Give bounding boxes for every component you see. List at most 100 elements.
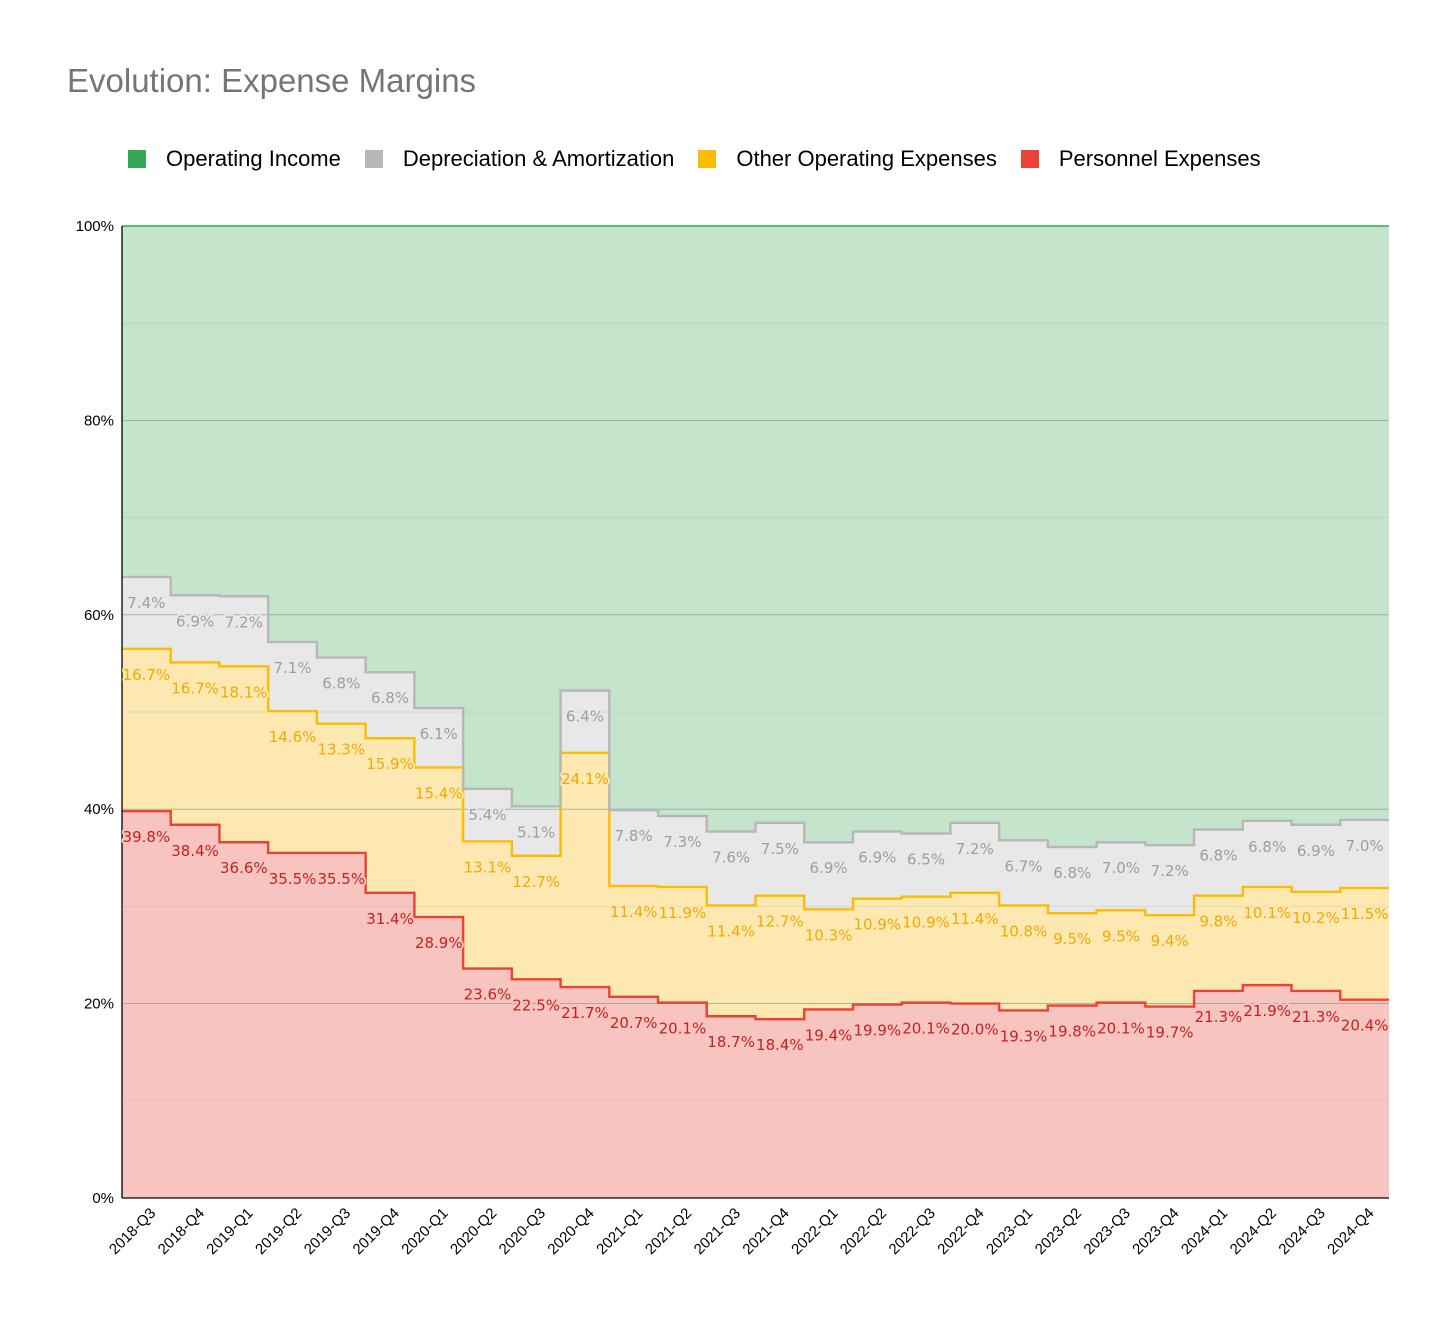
data-label-halo-personnel-expenses: 35.5% xyxy=(317,870,365,888)
data-label-other-operating-expenses: 13.1% xyxy=(464,858,512,876)
data-label-personnel-expenses: 18.4% xyxy=(756,1036,804,1054)
legend-swatch-depreciation xyxy=(364,150,383,168)
legend-item-personnel-expenses[interactable]: Personnel Expenses xyxy=(1020,146,1261,172)
data-label-halo-other-operating-expenses: 10.1% xyxy=(1243,904,1291,922)
data-label-halo-depreciation-amortization: 7.5% xyxy=(761,840,799,858)
data-label-personnel-expenses: 36.6% xyxy=(220,859,268,877)
data-label-halo-other-operating-expenses: 24.1% xyxy=(561,770,609,788)
data-label-halo-personnel-expenses: 20.1% xyxy=(1097,1020,1145,1038)
data-label-halo-personnel-expenses: 18.4% xyxy=(756,1036,804,1054)
data-label-halo-personnel-expenses: 22.5% xyxy=(512,996,560,1014)
data-label-halo-personnel-expenses: 39.8% xyxy=(123,828,171,846)
data-label-halo-depreciation-amortization: 6.9% xyxy=(858,849,896,867)
data-label-halo-personnel-expenses: 20.0% xyxy=(951,1021,999,1039)
data-label-depreciation-amortization: 5.4% xyxy=(468,806,506,824)
data-label-other-operating-expenses: 16.7% xyxy=(123,666,171,684)
legend-item-other-operating-expenses[interactable]: Other Operating Expenses xyxy=(698,146,997,172)
data-label-personnel-expenses: 20.1% xyxy=(1097,1020,1145,1038)
data-label-halo-other-operating-expenses: 11.4% xyxy=(610,903,658,921)
data-label-other-operating-expenses: 10.3% xyxy=(805,926,853,944)
data-label-halo-other-operating-expenses: 11.9% xyxy=(659,904,707,922)
data-label-other-operating-expenses: 15.9% xyxy=(366,755,414,773)
data-label-halo-other-operating-expenses: 13.3% xyxy=(317,741,365,759)
x-tick-label: 2023-Q3 xyxy=(1081,1205,1134,1258)
data-label-halo-depreciation-amortization: 7.0% xyxy=(1102,859,1140,877)
data-label-depreciation-amortization: 6.1% xyxy=(420,725,458,743)
data-label-depreciation-amortization: 7.6% xyxy=(712,849,750,867)
chart-title: Evolution: Expense Margins xyxy=(67,62,477,99)
legend-label-operating-income: Operating Income xyxy=(166,146,341,171)
data-label-halo-other-operating-expenses: 15.4% xyxy=(415,784,463,802)
data-label-halo-other-operating-expenses: 10.3% xyxy=(805,926,853,944)
data-label-halo-depreciation-amortization: 7.0% xyxy=(1346,837,1384,855)
data-label-halo-personnel-expenses: 20.1% xyxy=(659,1020,707,1038)
y-tick-label: 100% xyxy=(76,218,114,235)
data-label-halo-other-operating-expenses: 13.1% xyxy=(464,858,512,876)
data-label-halo-other-operating-expenses: 11.4% xyxy=(707,922,755,940)
data-label-personnel-expenses: 18.7% xyxy=(707,1033,755,1051)
legend-item-depreciation[interactable]: Depreciation & Amortization xyxy=(364,146,675,172)
data-label-halo-other-operating-expenses: 10.9% xyxy=(853,916,901,934)
data-label-depreciation-amortization: 7.4% xyxy=(127,594,165,612)
data-label-depreciation-amortization: 5.1% xyxy=(517,823,555,841)
y-tick-label: 60% xyxy=(84,607,114,624)
data-label-halo-depreciation-amortization: 6.8% xyxy=(1053,864,1091,882)
data-label-halo-personnel-expenses: 19.7% xyxy=(1146,1024,1194,1042)
data-label-halo-depreciation-amortization: 6.8% xyxy=(1248,838,1286,856)
data-label-personnel-expenses: 20.1% xyxy=(902,1020,950,1038)
data-label-halo-depreciation-amortization: 7.2% xyxy=(225,613,263,631)
data-label-halo-personnel-expenses: 36.6% xyxy=(220,859,268,877)
data-label-personnel-expenses: 21.3% xyxy=(1195,1008,1243,1026)
data-label-halo-personnel-expenses: 20.7% xyxy=(610,1014,658,1032)
y-tick-label: 80% xyxy=(84,412,114,429)
data-label-halo-depreciation-amortization: 7.8% xyxy=(615,827,653,845)
data-label-halo-personnel-expenses: 38.4% xyxy=(171,842,219,860)
data-label-halo-depreciation-amortization: 6.4% xyxy=(566,708,604,726)
data-label-depreciation-amortization: 6.8% xyxy=(1248,838,1286,856)
data-label-halo-depreciation-amortization: 7.6% xyxy=(712,849,750,867)
data-label-depreciation-amortization: 7.2% xyxy=(1151,862,1189,880)
legend-item-operating-income[interactable]: Operating Income xyxy=(128,146,341,172)
data-label-other-operating-expenses: 9.5% xyxy=(1102,927,1140,945)
x-tick-label: 2021-Q3 xyxy=(691,1205,744,1258)
data-label-personnel-expenses: 21.7% xyxy=(561,1004,609,1022)
x-tick-label: 2022-Q4 xyxy=(934,1205,987,1258)
area-operating-income xyxy=(122,226,1389,848)
data-label-halo-personnel-expenses: 19.8% xyxy=(1048,1023,1096,1041)
x-tick-label: 2024-Q3 xyxy=(1275,1205,1328,1258)
data-label-other-operating-expenses: 9.5% xyxy=(1053,930,1091,948)
data-label-halo-personnel-expenses: 19.9% xyxy=(853,1022,901,1040)
legend-swatch-other-operating-expenses xyxy=(698,150,717,168)
y-tick-label: 0% xyxy=(92,1190,114,1207)
data-label-depreciation-amortization: 7.1% xyxy=(274,659,312,677)
data-label-personnel-expenses: 19.8% xyxy=(1048,1023,1096,1041)
data-label-other-operating-expenses: 12.7% xyxy=(512,873,560,891)
data-label-depreciation-amortization: 6.9% xyxy=(1297,842,1335,860)
data-label-personnel-expenses: 21.3% xyxy=(1292,1008,1340,1026)
data-label-halo-depreciation-amortization: 6.9% xyxy=(176,612,214,630)
data-label-depreciation-amortization: 7.2% xyxy=(225,613,263,631)
x-tick-label: 2019-Q2 xyxy=(252,1205,305,1258)
data-label-depreciation-amortization: 6.8% xyxy=(371,689,409,707)
data-label-other-operating-expenses: 10.2% xyxy=(1292,909,1340,927)
x-tick-label: 2018-Q3 xyxy=(106,1205,159,1258)
data-label-halo-other-operating-expenses: 18.1% xyxy=(220,683,268,701)
data-label-personnel-expenses: 23.6% xyxy=(464,986,512,1004)
x-tick-label: 2019-Q1 xyxy=(203,1205,256,1258)
data-label-other-operating-expenses: 9.4% xyxy=(1151,932,1189,950)
data-label-halo-depreciation-amortization: 6.8% xyxy=(322,675,360,693)
data-label-halo-depreciation-amortization: 7.2% xyxy=(1151,862,1189,880)
data-label-personnel-expenses: 20.0% xyxy=(951,1021,999,1039)
data-label-other-operating-expenses: 11.4% xyxy=(610,903,658,921)
data-label-halo-depreciation-amortization: 5.1% xyxy=(517,823,555,841)
line-personnel-expenses xyxy=(122,809,1389,1021)
data-label-halo-depreciation-amortization: 7.4% xyxy=(127,594,165,612)
data-label-halo-personnel-expenses: 21.7% xyxy=(561,1004,609,1022)
x-tick-label: 2021-Q1 xyxy=(593,1205,646,1258)
data-label-halo-other-operating-expenses: 9.8% xyxy=(1199,913,1237,931)
data-label-halo-other-operating-expenses: 14.6% xyxy=(269,728,317,746)
legend-label-depreciation: Depreciation & Amortization xyxy=(402,146,675,171)
data-label-depreciation-amortization: 7.5% xyxy=(761,840,799,858)
data-label-personnel-expenses: 20.1% xyxy=(659,1020,707,1038)
data-label-other-operating-expenses: 11.5% xyxy=(1341,905,1389,923)
